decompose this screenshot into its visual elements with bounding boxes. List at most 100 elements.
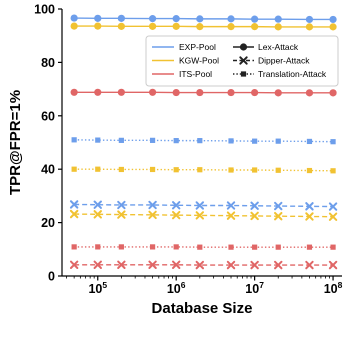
data-point: [250, 260, 259, 270]
x-axis-label: Database Size: [152, 300, 253, 317]
series-line: [74, 91, 334, 94]
x-tick-label: 108: [324, 280, 343, 296]
data-point: [117, 14, 125, 22]
data-point: [252, 244, 258, 250]
data-point: [173, 138, 179, 144]
data-point: [95, 137, 101, 143]
data-point: [228, 138, 234, 144]
data-point: [70, 22, 78, 30]
data-point: [71, 244, 77, 250]
data-point: [330, 168, 336, 174]
data-point: [71, 166, 77, 172]
data-point: [305, 23, 314, 31]
data-point: [93, 210, 102, 219]
data-point: [196, 23, 204, 31]
data-point: [117, 260, 126, 269]
x-tick-label: 105: [88, 280, 107, 296]
y-tick-label: 100: [34, 3, 55, 17]
y-tick-label: 20: [41, 216, 55, 230]
data-point: [274, 15, 282, 23]
data-point: [148, 260, 157, 269]
data-point: [149, 244, 156, 250]
legend-label: Dipper-Attack: [258, 56, 310, 66]
data-point: [196, 88, 204, 97]
data-point: [251, 88, 259, 97]
data-point: [274, 23, 282, 31]
data-point: [71, 137, 77, 143]
data-point: [70, 88, 78, 96]
data-point: [305, 15, 314, 24]
data-point: [172, 22, 180, 30]
data-point: [69, 200, 79, 209]
data-point: [227, 88, 235, 97]
legend-marker: [239, 56, 248, 65]
data-point: [330, 139, 336, 145]
series-line: [74, 17, 334, 21]
legend-label: EXP-Pool: [179, 42, 216, 52]
data-point: [250, 211, 259, 221]
data-point: [94, 88, 102, 96]
series-exp-pool-lex-attack: [70, 14, 337, 24]
legend-marker: [239, 43, 248, 51]
data-point: [250, 201, 259, 210]
y-tick-label: 80: [41, 56, 55, 70]
series-line: [74, 168, 334, 172]
data-point: [329, 23, 337, 31]
series-line: [74, 25, 334, 28]
data-point: [173, 244, 179, 250]
data-point: [328, 212, 338, 221]
data-point: [305, 212, 314, 221]
data-point: [226, 201, 236, 210]
data-point: [197, 167, 203, 173]
legend-marker: [240, 71, 247, 77]
y-tick-label: 40: [41, 163, 55, 177]
data-point: [173, 167, 179, 173]
data-point: [95, 166, 101, 172]
data-point: [197, 244, 203, 250]
data-point: [149, 166, 156, 173]
data-point: [93, 260, 102, 269]
data-point: [305, 89, 314, 97]
data-point: [149, 137, 156, 143]
data-point: [228, 244, 234, 250]
data-point: [148, 22, 157, 30]
data-point: [330, 244, 336, 250]
y-tick-label: 0: [48, 270, 55, 284]
data-point: [251, 23, 259, 31]
data-point: [227, 23, 235, 31]
data-point: [251, 15, 259, 23]
data-point: [274, 211, 283, 221]
data-point: [118, 137, 124, 143]
data-point: [226, 260, 236, 270]
series-line: [74, 139, 334, 143]
data-point: [117, 22, 125, 30]
data-point: [69, 209, 79, 219]
data-point: [305, 260, 314, 270]
data-point: [329, 15, 337, 24]
data-point: [171, 201, 181, 210]
data-point: [328, 260, 338, 270]
data-point: [118, 244, 124, 250]
data-point: [252, 138, 258, 144]
data-point: [148, 15, 157, 23]
data-point: [226, 211, 236, 220]
x-tick-label: 107: [245, 280, 264, 296]
data-point: [69, 260, 79, 269]
data-point: [274, 89, 282, 97]
axes-layer: 0 20 40 60 80 100 105 106 107 108 Database Size TPR…: [7, 3, 343, 318]
data-point: [328, 202, 338, 211]
data-point: [117, 210, 126, 219]
series-exp-pool-dipper-attack: [69, 200, 338, 211]
data-point: [148, 210, 157, 220]
legend-label: Translation-Attack: [258, 69, 327, 79]
data-point: [252, 167, 258, 173]
data-point: [148, 88, 157, 96]
data-point: [305, 202, 314, 211]
x-tick-label: 106: [167, 280, 186, 296]
legend-label: Lex-Attack: [258, 42, 299, 52]
series-kgw-pool-translation-attack: [71, 166, 336, 174]
data-point: [275, 167, 281, 173]
data-point: [94, 14, 102, 22]
data-point: [172, 15, 180, 23]
